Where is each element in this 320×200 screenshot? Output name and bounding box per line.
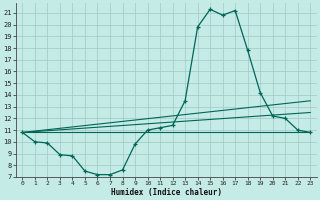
X-axis label: Humidex (Indice chaleur): Humidex (Indice chaleur)	[111, 188, 222, 197]
